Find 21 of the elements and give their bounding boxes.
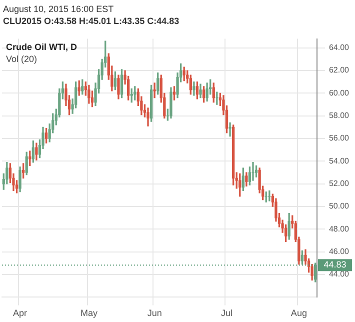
x-tick-label: May — [80, 308, 98, 318]
y-tick-label: 62.00 — [328, 66, 350, 75]
y-tick-label: 50.00 — [328, 202, 350, 211]
y-tick-label: 56.00 — [328, 134, 350, 143]
annotation: Vol (20) — [6, 54, 38, 64]
x-tick-label: Aug — [290, 308, 307, 318]
text: CLU2015 O:43.58 H:45.01 L:43.35 C:44.83 — [3, 15, 180, 27]
y-tick-label: 60.00 — [328, 88, 350, 98]
y-tick-label: 58.00 — [328, 111, 350, 120]
x-tick-label: Jun — [147, 308, 162, 318]
ref-line-label: 44.83 — [324, 260, 346, 270]
chart-title: Crude Oil WTI, D — [6, 42, 78, 52]
y-tick-label: 44.00 — [328, 270, 350, 279]
y-tick-label: 54.00 — [328, 156, 350, 166]
y-tick-label: 52.00 — [328, 179, 350, 188]
x-tick-label: Apr — [13, 308, 28, 318]
y-tick-label: 64.00 — [328, 43, 350, 52]
y-tick-label: 46.00 — [328, 247, 350, 256]
y-tick-label: 48.00 — [328, 224, 350, 234]
x-tick-label: Jul — [220, 308, 233, 318]
text: August 10, 2015 16:00 EST — [3, 3, 115, 15]
